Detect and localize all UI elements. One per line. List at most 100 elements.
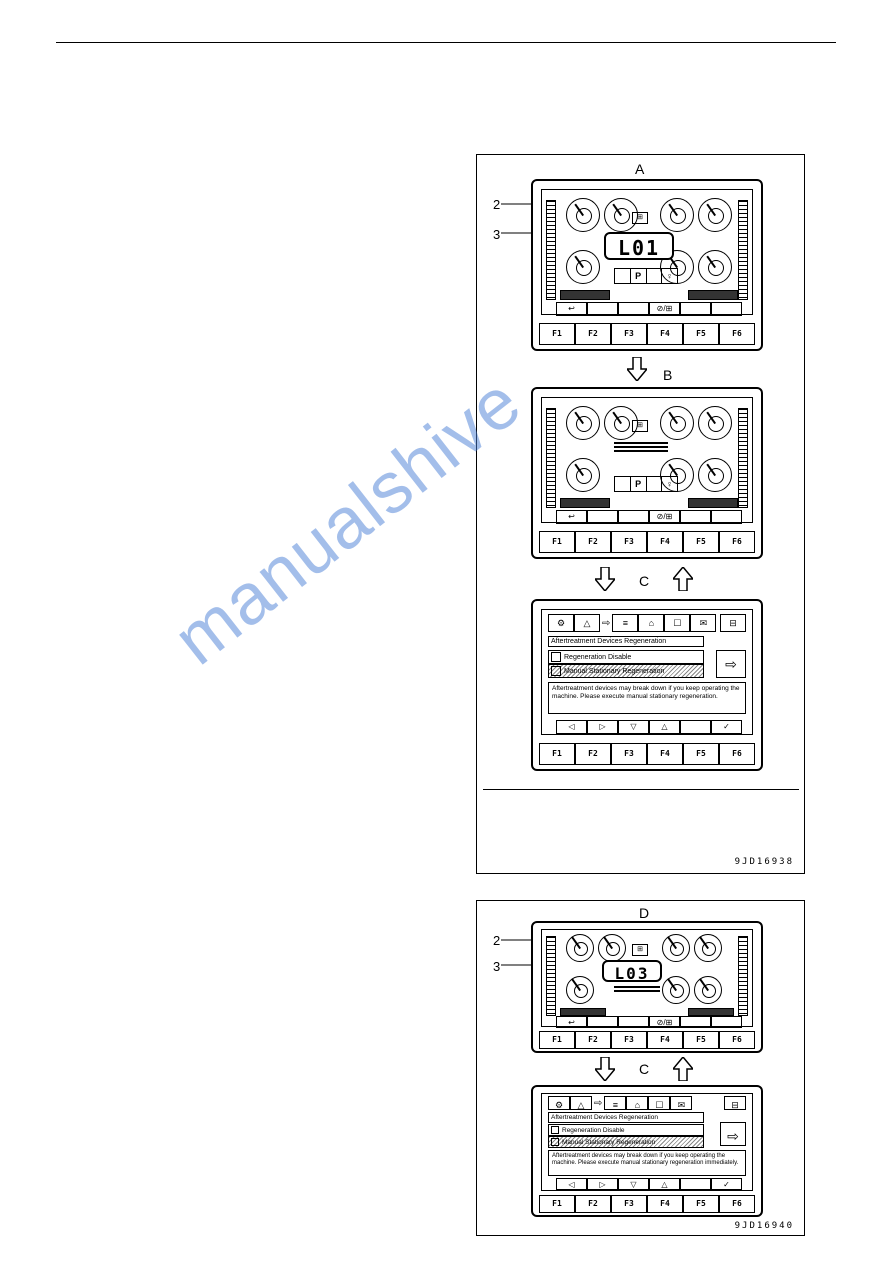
- fn-key-f5[interactable]: F5: [683, 743, 719, 765]
- menu-item-disable[interactable]: Regeneration Disable: [548, 1124, 704, 1136]
- menu-icon: ≡: [612, 614, 638, 632]
- gauge-icon: [698, 198, 732, 232]
- menu-icon: ☐: [648, 1096, 670, 1110]
- fn-key-f2[interactable]: F2: [575, 1195, 611, 1213]
- fn-key-f4[interactable]: F4: [647, 531, 683, 553]
- gauge-icon: [566, 406, 600, 440]
- gauge-icon: [662, 976, 690, 1004]
- menu-icon: ⚙: [548, 614, 574, 632]
- fn-key-f2[interactable]: F2: [575, 743, 611, 765]
- menu-item-label: Manual Stationary Regeneration: [562, 1139, 655, 1146]
- menu-item-icon: [551, 652, 561, 662]
- figure-id: 9JD16940: [735, 1221, 794, 1231]
- menu-item-manual-regen[interactable]: Manual Stationary Regeneration: [548, 664, 704, 678]
- menu-close-icon: ⊟: [720, 614, 746, 632]
- scale-left: [546, 936, 556, 1016]
- menu-item-disable[interactable]: Regeneration Disable: [548, 650, 704, 664]
- fn-key-f5[interactable]: F5: [683, 531, 719, 553]
- page-rule: [56, 42, 836, 43]
- scale-left: [546, 408, 556, 508]
- fn-key-f6[interactable]: F6: [719, 743, 755, 765]
- status-strip: [560, 498, 610, 508]
- fn-key-row[interactable]: F1 F2 F3 F4 F5 F6: [539, 531, 755, 553]
- menu-item-label: Regeneration Disable: [562, 1127, 625, 1134]
- fn-key-row[interactable]: F1 F2 F3 F4 F5 F6: [539, 1195, 755, 1213]
- fn-key-f3[interactable]: F3: [611, 743, 647, 765]
- callout-3: 3: [493, 959, 500, 974]
- fn-key-f2[interactable]: F2: [575, 531, 611, 553]
- fn-key-f6[interactable]: F6: [719, 1195, 755, 1213]
- bars-icon: [614, 442, 668, 452]
- panel-c-label: C: [639, 573, 649, 589]
- fn-key-row[interactable]: F1 F2 F3 F4 F5 F6: [539, 323, 755, 345]
- fn-key-f4[interactable]: F4: [647, 743, 683, 765]
- menu-message: Aftertreatment devices may break down if…: [548, 682, 746, 714]
- figure-id: 9JD16938: [735, 857, 794, 867]
- fn-key-f3[interactable]: F3: [611, 1195, 647, 1213]
- status-strip: [688, 1008, 734, 1016]
- readout-l03: L03: [602, 960, 662, 982]
- fn-key-f1[interactable]: F1: [539, 323, 575, 345]
- fn-key-f4[interactable]: F4: [647, 1195, 683, 1213]
- menu-item-icon: [551, 1138, 559, 1146]
- device-panel-a: ⊞ L01 P ♀ ↩ ⊘/⊞ F1 F2 F3 F4 F5 F6: [531, 179, 763, 351]
- execute-icon: ⇨: [716, 650, 746, 678]
- fn-key-f1[interactable]: F1: [539, 743, 575, 765]
- fn-key-f6[interactable]: F6: [719, 1031, 755, 1049]
- gauge-icon: [694, 934, 722, 962]
- fn-key-f3[interactable]: F3: [611, 323, 647, 345]
- warning-icon: ⊞: [632, 212, 648, 224]
- gauge-icon: [694, 976, 722, 1004]
- gauge-icon: [566, 976, 594, 1004]
- warning-icon: ⊞: [632, 944, 648, 956]
- callout-2: 2: [493, 933, 500, 948]
- status-strip: [560, 1008, 606, 1016]
- menu-icon: △: [570, 1096, 592, 1110]
- fn-key-f4[interactable]: F4: [647, 323, 683, 345]
- menu-icon: ⌂: [626, 1096, 648, 1110]
- panel-d-label: D: [639, 905, 649, 921]
- device-c-screen: ⚙ △ ⇨ ≡ ⌂ ☐ ✉ ⊟ Aftertreatment Devices R…: [541, 609, 753, 735]
- menu-item-icon: [551, 1126, 559, 1134]
- up-arrow-icon: [673, 1057, 693, 1081]
- panel-divider: [483, 789, 799, 790]
- soft-icon-row: ↩ ⊘/⊞: [556, 1016, 742, 1028]
- fn-key-f2[interactable]: F2: [575, 1031, 611, 1049]
- fn-key-row[interactable]: F1 F2 F3 F4 F5 F6: [539, 743, 755, 765]
- fn-key-f6[interactable]: F6: [719, 323, 755, 345]
- menu-item-icon: [551, 666, 561, 676]
- panel-b-label: B: [663, 367, 672, 383]
- fn-key-f3[interactable]: F3: [611, 1031, 647, 1049]
- fn-key-row[interactable]: F1 F2 F3 F4 F5 F6: [539, 1031, 755, 1049]
- soft-icon-row: ↩ ⊘/⊞: [556, 302, 742, 316]
- device-b-screen: ⊞ P ♀ ↩ ⊘/⊞: [541, 397, 753, 523]
- fn-key-f1[interactable]: F1: [539, 1195, 575, 1213]
- fn-key-f6[interactable]: F6: [719, 531, 755, 553]
- fn-key-f3[interactable]: F3: [611, 531, 647, 553]
- figure-2-frame: D 2 3 ⊞ L03 ↩: [476, 900, 805, 1236]
- execute-icon: ⇨: [720, 1122, 746, 1146]
- menu-item-manual-regen[interactable]: Manual Stationary Regeneration: [548, 1136, 704, 1148]
- fn-key-f4[interactable]: F4: [647, 1031, 683, 1049]
- fn-key-f5[interactable]: F5: [683, 1031, 719, 1049]
- callout-3: 3: [493, 227, 500, 242]
- menu-icon: ☐: [664, 614, 690, 632]
- status-strip: [688, 498, 738, 508]
- menu-top-icon-row: ⚙ △ ⇨ ≡ ⌂ ☐ ✉: [548, 614, 716, 632]
- p-indicator-row: P ♀: [614, 476, 678, 492]
- nav-symbol-row: ◁ ▷ ▽ △ ✓: [556, 1178, 742, 1190]
- fn-key-f5[interactable]: F5: [683, 1195, 719, 1213]
- status-strip: [560, 290, 610, 300]
- fn-key-f5[interactable]: F5: [683, 323, 719, 345]
- menu-icon: ≡: [604, 1096, 626, 1110]
- scale-right: [738, 200, 748, 300]
- status-strip: [688, 290, 738, 300]
- menu-top-icon-row: ⚙ △ ⇨ ≡ ⌂ ☐ ✉: [548, 1096, 692, 1110]
- gauge-icon: [566, 458, 600, 492]
- panel-a-label: A: [635, 161, 644, 177]
- fn-key-f1[interactable]: F1: [539, 531, 575, 553]
- fn-key-f1[interactable]: F1: [539, 1031, 575, 1049]
- figure-1-frame: A 2 3 ⊞ L01 P ♀: [476, 154, 805, 874]
- scale-right: [738, 408, 748, 508]
- fn-key-f2[interactable]: F2: [575, 323, 611, 345]
